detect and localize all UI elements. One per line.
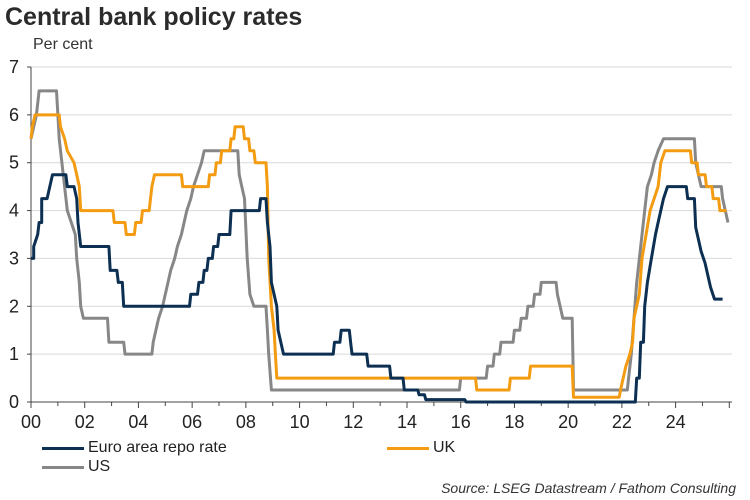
x-tick-label-14: 14 <box>397 412 417 432</box>
y-tick-label-5: 5 <box>9 153 19 173</box>
y-axis-unit-label: Per cent <box>33 36 93 53</box>
y-tick-label-3: 3 <box>9 248 19 268</box>
x-tick-label-00: 00 <box>21 412 41 432</box>
chart-title: Central bank policy rates <box>5 3 303 31</box>
x-tick-label-02: 02 <box>75 412 95 432</box>
x-tick-label-12: 12 <box>343 412 363 432</box>
x-tick-label-08: 08 <box>236 412 256 432</box>
y-tick-label-4: 4 <box>9 201 19 221</box>
series-line-euro <box>31 173 723 404</box>
x-tick-label-06: 06 <box>182 412 202 432</box>
x-tick-label-22: 22 <box>612 412 632 432</box>
y-tick-label-7: 7 <box>9 57 19 77</box>
y-tick-label-1: 1 <box>9 344 19 364</box>
axes <box>27 66 732 408</box>
source-note: Source: LSEG Datastream / Fathom Consult… <box>441 480 736 496</box>
x-tick-label-18: 18 <box>504 412 524 432</box>
x-tick-label-04: 04 <box>128 412 148 432</box>
x-tick-label-16: 16 <box>451 412 471 432</box>
x-tick-label-10: 10 <box>290 412 310 432</box>
y-tick-label-6: 6 <box>9 105 19 125</box>
gridlines <box>31 66 732 355</box>
series-line-us <box>29 89 730 392</box>
y-tick-label-0: 0 <box>9 392 19 412</box>
series-line-uk <box>29 113 727 399</box>
x-tick-label-20: 20 <box>558 412 578 432</box>
y-tick-label-2: 2 <box>9 296 19 316</box>
x-tick-label-24: 24 <box>666 412 686 432</box>
series-lines <box>29 89 730 404</box>
